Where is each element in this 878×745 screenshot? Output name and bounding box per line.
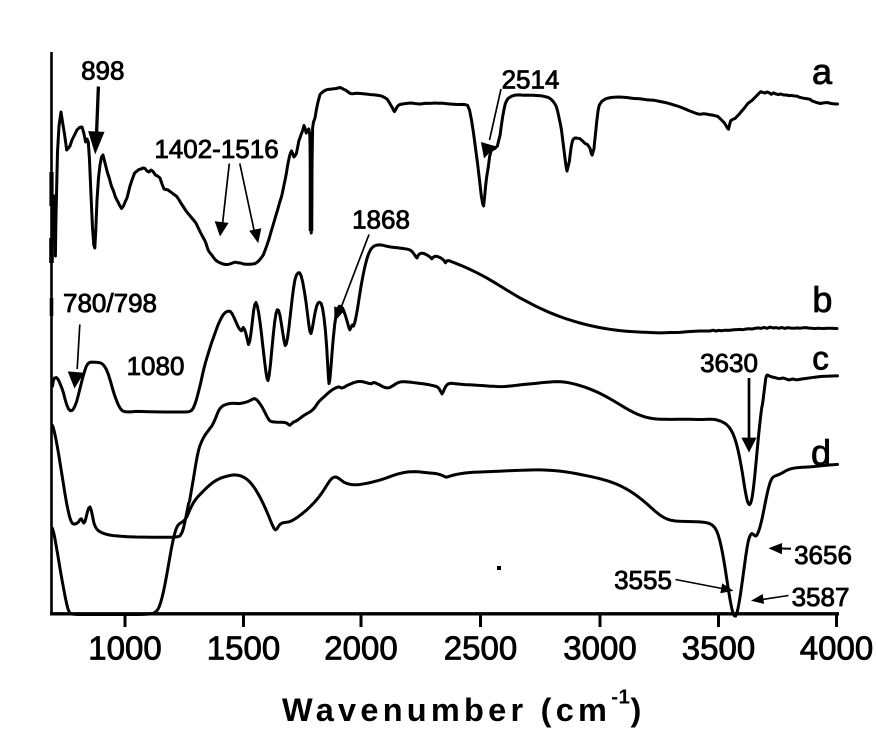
svg-text:898: 898 (81, 56, 124, 86)
svg-text:4000: 4000 (800, 630, 873, 667)
svg-text:2500: 2500 (444, 630, 517, 667)
svg-text:3630: 3630 (700, 348, 758, 378)
svg-text:1402-1516: 1402-1516 (154, 134, 278, 164)
svg-text:b: b (812, 279, 832, 320)
svg-text:a: a (812, 51, 833, 92)
svg-text:1080: 1080 (127, 351, 185, 381)
svg-text:Wavenumber (cm-1): Wavenumber (cm-1) (282, 686, 646, 729)
svg-text:1500: 1500 (207, 630, 280, 667)
svg-text:1000: 1000 (88, 630, 161, 667)
svg-text:3555: 3555 (614, 565, 672, 595)
svg-text:c: c (812, 340, 829, 377)
svg-text:d: d (811, 432, 831, 473)
svg-text:3587: 3587 (792, 582, 850, 612)
svg-text:1868: 1868 (352, 205, 410, 235)
svg-text:2514: 2514 (502, 65, 560, 95)
svg-text:3656: 3656 (794, 540, 852, 570)
svg-text:2000: 2000 (324, 630, 397, 667)
svg-text:780/798: 780/798 (63, 288, 157, 318)
svg-text:3500: 3500 (682, 630, 755, 667)
svg-text:3000: 3000 (563, 630, 636, 667)
